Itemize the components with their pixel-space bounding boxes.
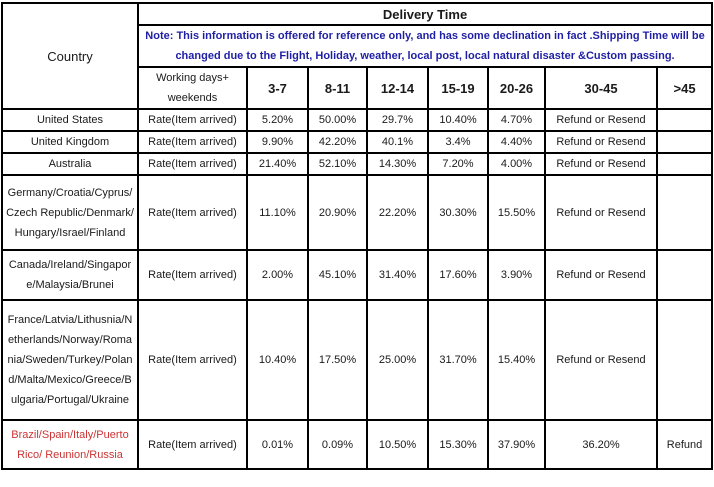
cell-rate-30-45: Refund or Resend xyxy=(544,108,658,132)
header-day-range-12-14: 12-14 xyxy=(366,66,429,110)
header-day-range-30-45: 30-45 xyxy=(544,66,658,110)
header-row-day-ranges: Working days+ weekends 3-7 8-11 12-14 15… xyxy=(2,66,714,110)
cell-rate-3-7: 11.10% xyxy=(246,174,309,251)
cell-rate-30-45: Refund or Resend xyxy=(544,152,658,176)
cell-country-highlighted: Brazil/Spain/Italy/Puerto Rico/ Reunion/… xyxy=(1,419,139,470)
table-row-brazil-group: Brazil/Spain/Italy/Puerto Rico/ Reunion/… xyxy=(1,419,714,470)
cell-country: Germany/Croatia/Cyprus/Czech Republic/De… xyxy=(1,174,139,251)
header-row-title: Country Delivery Time xyxy=(1,2,714,110)
cell-rate-label: Rate(Item arrived) xyxy=(137,299,248,421)
cell-rate-8-11: 52.10% xyxy=(307,152,368,176)
cell-rate-15-19: 30.30% xyxy=(427,174,489,251)
cell-country: Australia xyxy=(1,152,139,176)
delivery-time-table: Country Delivery Time Note: This informa… xyxy=(1,2,714,470)
cell-rate-8-11: 17.50% xyxy=(307,299,368,421)
cell-rate-30-45: Refund or Resend xyxy=(544,249,658,301)
cell-rate-12-14: 14.30% xyxy=(366,152,429,176)
cell-rate-15-19: 7.20% xyxy=(427,152,489,176)
cell-rate-3-7: 5.20% xyxy=(246,108,309,132)
cell-rate-over-45 xyxy=(655,174,714,251)
cell-rate-15-19: 17.60% xyxy=(427,249,489,301)
cell-rate-12-14: 10.50% xyxy=(366,419,429,470)
cell-rate-3-7: 0.01% xyxy=(246,419,309,470)
cell-rate-label: Rate(Item arrived) xyxy=(137,130,248,154)
table-row-united-states: United States Rate(Item arrived) 5.20% 5… xyxy=(1,108,714,132)
cell-rate-label: Rate(Item arrived) xyxy=(137,174,248,251)
cell-rate-8-11: 20.90% xyxy=(307,174,368,251)
table-row-united-kingdom: United Kingdom Rate(Item arrived) 9.90% … xyxy=(1,130,714,154)
cell-rate-15-19: 15.30% xyxy=(427,419,489,470)
cell-rate-3-7: 21.40% xyxy=(246,152,309,176)
cell-rate-30-45: Refund or Resend xyxy=(544,174,658,251)
cell-rate-20-26: 4.00% xyxy=(487,152,546,176)
cell-rate-12-14: 29.7% xyxy=(366,108,429,132)
cell-country: France/Latvia/Lithusnia/Netherlands/Norw… xyxy=(1,299,139,421)
table-row-germany-group: Germany/Croatia/Cyprus/Czech Republic/De… xyxy=(1,174,714,251)
cell-rate-20-26: 15.50% xyxy=(487,174,546,251)
cell-rate-12-14: 22.20% xyxy=(366,174,429,251)
cell-rate-over-45 xyxy=(655,299,714,421)
cell-rate-label: Rate(Item arrived) xyxy=(137,419,248,470)
cell-rate-15-19: 31.70% xyxy=(427,299,489,421)
cell-rate-8-11: 50.00% xyxy=(307,108,368,132)
cell-country: United Kingdom xyxy=(1,130,139,154)
delivery-time-table-wrapper: Country Delivery Time Note: This informa… xyxy=(1,2,714,470)
table-row-france-group: France/Latvia/Lithusnia/Netherlands/Norw… xyxy=(1,299,714,421)
table-note: Note: This information is offered for re… xyxy=(136,24,714,68)
cell-rate-20-26: 4.70% xyxy=(487,108,546,132)
cell-rate-8-11: 0.09% xyxy=(307,419,368,470)
working-days-header: Working days+ weekends xyxy=(137,66,248,110)
header-day-range-8-11: 8-11 xyxy=(307,66,368,110)
table-row-canada-group: Canada/Ireland/Singapore/Malaysia/Brunei… xyxy=(1,249,714,301)
cell-rate-20-26: 4.40% xyxy=(487,130,546,154)
cell-rate-over-45 xyxy=(655,108,714,132)
country-column-header: Country xyxy=(1,2,139,110)
table-title: Delivery Time xyxy=(136,2,714,26)
cell-rate-label: Rate(Item arrived) xyxy=(137,108,248,132)
cell-rate-20-26: 3.90% xyxy=(487,249,546,301)
cell-rate-30-45: Refund or Resend xyxy=(544,130,658,154)
cell-rate-over-45 xyxy=(655,152,714,176)
cell-rate-label: Rate(Item arrived) xyxy=(137,152,248,176)
cell-rate-3-7: 10.40% xyxy=(246,299,309,421)
header-day-range-20-26: 20-26 xyxy=(487,66,546,110)
table-row-australia: Australia Rate(Item arrived) 21.40% 52.1… xyxy=(1,152,714,176)
cell-rate-3-7: 9.90% xyxy=(246,130,309,154)
cell-rate-12-14: 31.40% xyxy=(366,249,429,301)
cell-rate-8-11: 42.20% xyxy=(307,130,368,154)
header-day-range-15-19: 15-19 xyxy=(427,66,489,110)
cell-rate-over-45 xyxy=(655,130,714,154)
cell-rate-30-45: Refund or Resend xyxy=(544,299,658,421)
cell-country: United States xyxy=(1,108,139,132)
cell-rate-label: Rate(Item arrived) xyxy=(137,249,248,301)
cell-rate-over-45: Refund xyxy=(655,419,714,470)
cell-rate-3-7: 2.00% xyxy=(246,249,309,301)
cell-rate-20-26: 15.40% xyxy=(487,299,546,421)
cell-country: Canada/Ireland/Singapore/Malaysia/Brunei xyxy=(1,249,139,301)
cell-rate-15-19: 3.4% xyxy=(427,130,489,154)
cell-rate-12-14: 40.1% xyxy=(366,130,429,154)
header-day-range-over-45: >45 xyxy=(655,66,714,110)
cell-rate-20-26: 37.90% xyxy=(487,419,546,470)
cell-rate-30-45: 36.20% xyxy=(544,419,658,470)
cell-rate-8-11: 45.10% xyxy=(307,249,368,301)
cell-rate-12-14: 25.00% xyxy=(366,299,429,421)
header-day-range-3-7: 3-7 xyxy=(246,66,309,110)
header-row-note: Note: This information is offered for re… xyxy=(2,24,714,68)
cell-rate-over-45 xyxy=(655,249,714,301)
cell-rate-15-19: 10.40% xyxy=(427,108,489,132)
